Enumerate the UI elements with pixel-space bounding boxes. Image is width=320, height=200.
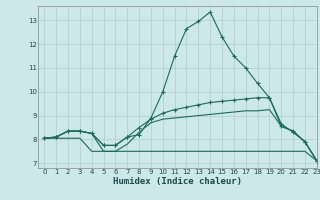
X-axis label: Humidex (Indice chaleur): Humidex (Indice chaleur) <box>113 177 242 186</box>
